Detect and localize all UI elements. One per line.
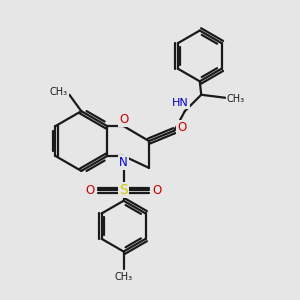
Text: O: O	[85, 184, 94, 197]
Text: N: N	[119, 156, 128, 169]
Text: CH₃: CH₃	[50, 87, 68, 97]
Text: CH₃: CH₃	[226, 94, 244, 104]
Text: O: O	[153, 184, 162, 197]
Text: CH₃: CH₃	[115, 272, 133, 282]
Text: O: O	[177, 121, 187, 134]
Text: O: O	[119, 113, 128, 126]
Text: S: S	[119, 183, 128, 197]
Text: HN: HN	[172, 98, 189, 108]
